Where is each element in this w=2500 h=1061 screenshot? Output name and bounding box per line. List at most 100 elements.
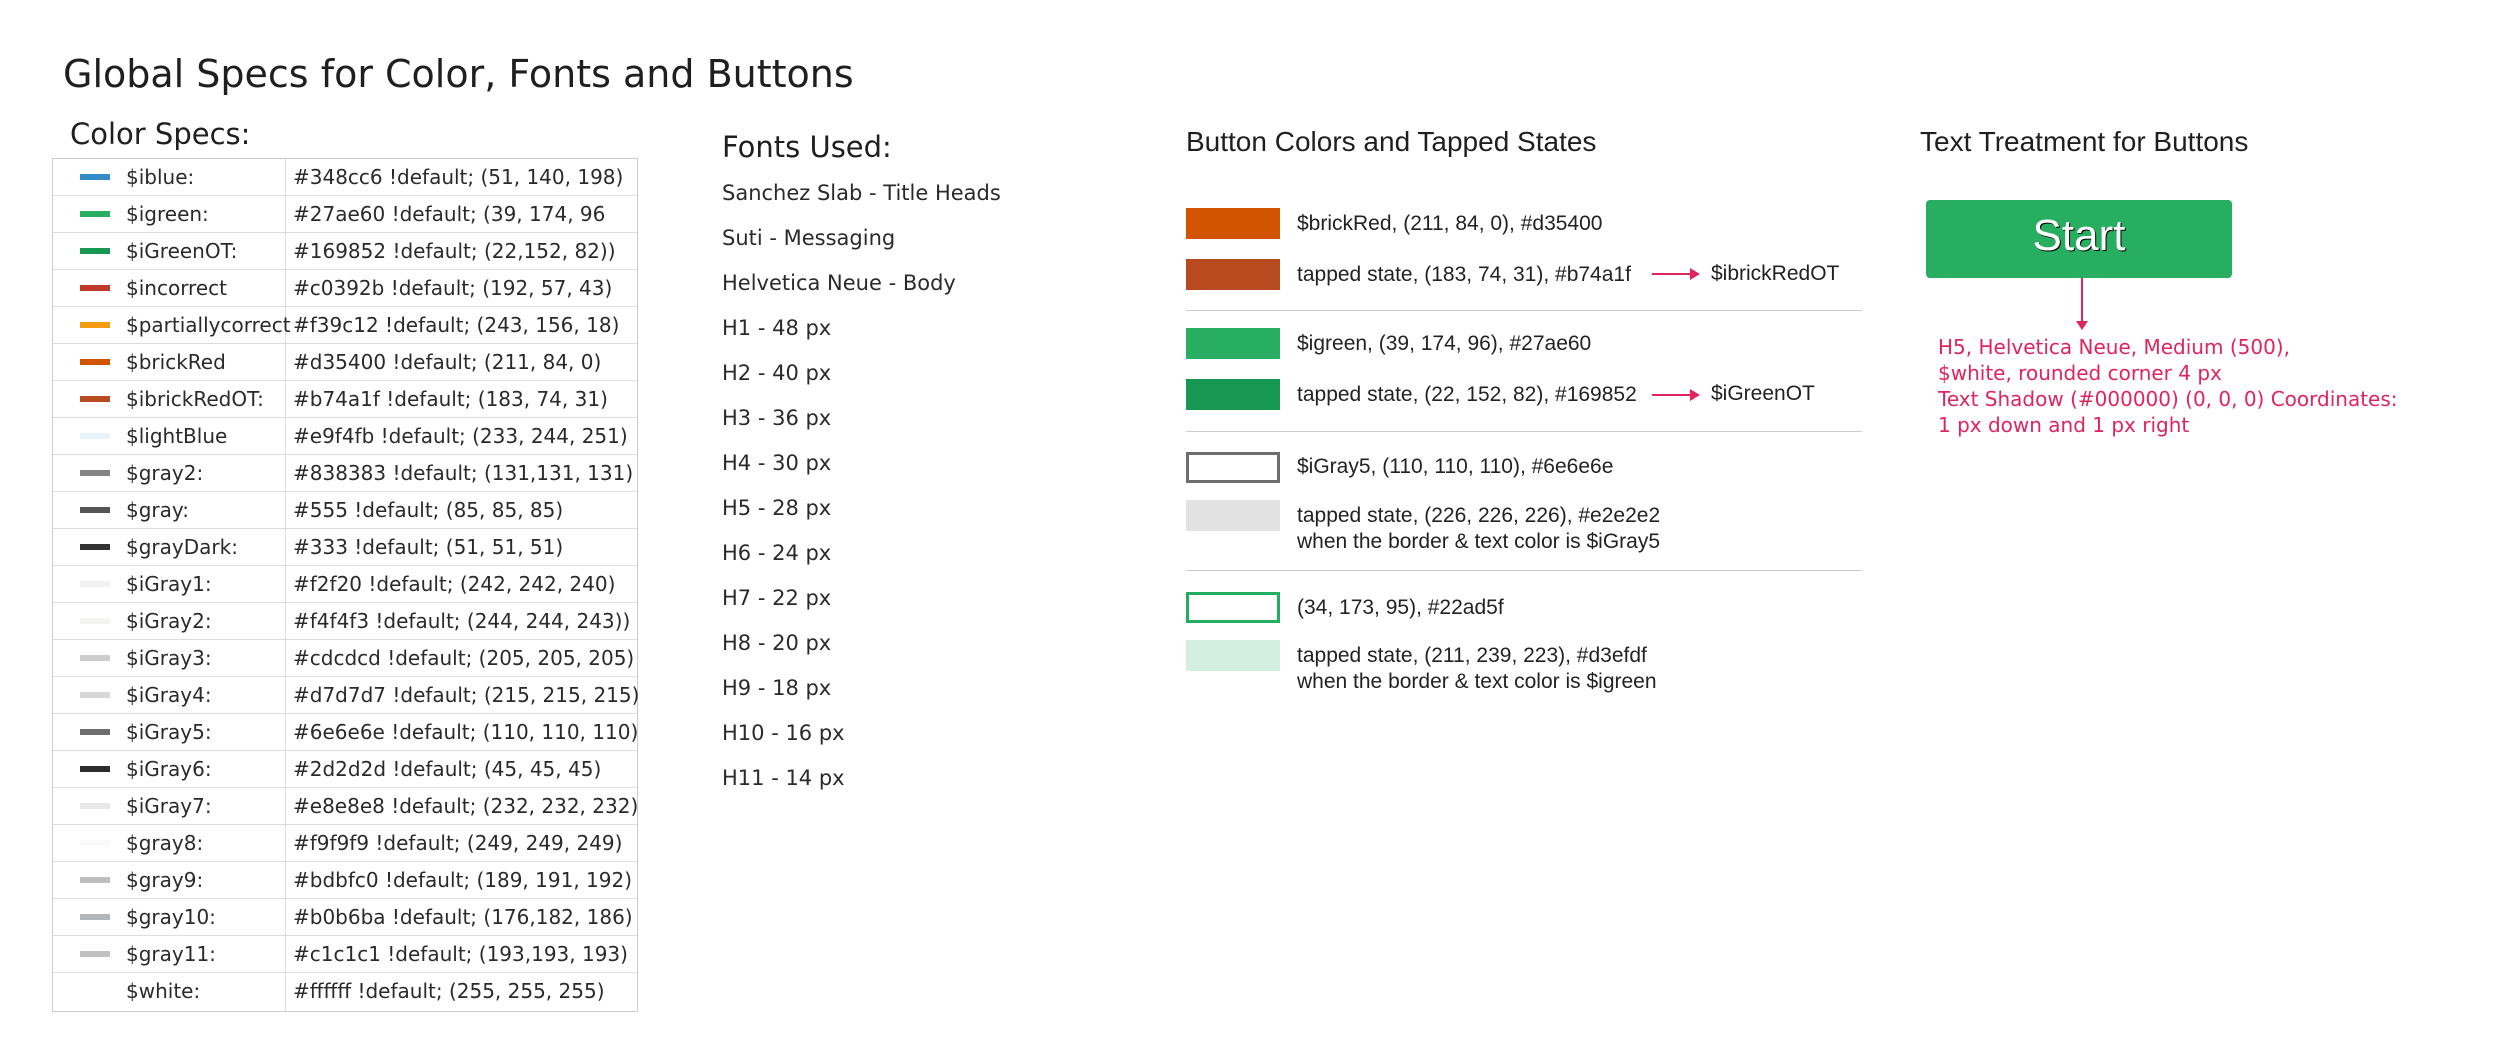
brick-red-swatch — [1186, 208, 1280, 239]
font-item: H3 - 36 px — [722, 406, 832, 430]
color-specs-heading: Color Specs: — [70, 117, 251, 151]
color-row: $iblue: #348cc6 !default; (51, 140, 198) — [53, 159, 637, 196]
color-row: $gray8: #f9f9f9 !default; (249, 249, 249) — [53, 825, 637, 862]
column-divider — [285, 455, 286, 491]
color-swatch — [80, 729, 110, 735]
color-specs-table: $iblue: #348cc6 !default; (51, 140, 198) $… — [52, 158, 640, 1012]
igray5-tapped-swatch — [1186, 500, 1280, 531]
treatment-note-4: 1 px down and 1 px right — [1938, 413, 2190, 437]
color-value: #d7d7d7 !default; (215, 215, 215) — [293, 683, 640, 707]
color-swatch — [80, 248, 110, 254]
green-outline-tapped-line2: when the border & text color is $igreen — [1297, 670, 1657, 693]
color-swatch — [80, 914, 110, 920]
page-title: Global Specs for Color, Fonts and Button… — [63, 52, 854, 96]
green-outline-tapped-swatch — [1186, 640, 1280, 671]
color-value: #b0b6ba !default; (176,182, 186) — [293, 905, 633, 929]
color-value: #169852 !default; (22,152, 82)) — [293, 239, 616, 263]
color-name: $iGray5: — [126, 720, 212, 744]
column-divider — [285, 159, 286, 195]
color-value: #f39c12 !default; (243, 156, 18) — [293, 313, 620, 337]
start-button[interactable]: Start — [1926, 200, 2232, 278]
color-swatch — [80, 618, 110, 624]
color-value: #2d2d2d !default; (45, 45, 45) — [293, 757, 602, 781]
green-outline-tapped-line1: tapped state, (211, 239, 223), #d3efdf — [1297, 644, 1647, 667]
color-row: $gray9: #bdbfc0 !default; (189, 191, 192) — [53, 862, 637, 899]
brick-red-label: $brickRed, (211, 84, 0), #d35400 — [1297, 212, 1603, 235]
color-value: #c0392b !default; (192, 57, 43) — [293, 276, 613, 300]
color-row: $gray11: #c1c1c1 !default; (193,193, 193) — [53, 936, 637, 973]
color-row: $iGreenOT: #169852 !default; (22,152, 82)… — [53, 233, 637, 270]
color-row: $iGray7: #e8e8e8 !default; (232, 232, 232… — [53, 788, 639, 825]
column-divider — [285, 566, 286, 602]
font-item: H10 - 16 px — [722, 721, 845, 745]
font-item: H8 - 20 px — [722, 631, 832, 655]
font-item: H11 - 14 px — [722, 766, 845, 790]
color-name: $incorrect — [126, 276, 227, 300]
color-name: $gray11: — [126, 942, 216, 966]
igreen-tapped-label: tapped state, (22, 152, 82), #169852 — [1297, 383, 1637, 406]
color-row: $lightBlue #e9f4fb !default; (233, 244, 2… — [53, 418, 637, 455]
color-value: #f9f9f9 !default; (249, 249, 249) — [293, 831, 623, 855]
color-name: $igreen: — [126, 202, 209, 226]
color-swatch — [80, 877, 110, 883]
igreen-tapped-name: $iGreenOT — [1711, 382, 1815, 405]
color-row: $white: #ffffff !default; (255, 255, 255) — [53, 973, 637, 1011]
color-swatch — [80, 507, 110, 513]
color-row: $gray10: #b0b6ba !default; (176,182, 186) — [53, 899, 637, 936]
color-value: #b74a1f !default; (183, 74, 31) — [293, 387, 608, 411]
color-swatch — [80, 840, 110, 846]
color-name: $lightBlue — [126, 424, 228, 448]
color-name: $iGray6: — [126, 757, 212, 781]
column-divider — [285, 677, 286, 713]
divider — [1186, 310, 1862, 311]
text-treatment-heading: Text Treatment for Buttons — [1920, 126, 2249, 157]
green-outline-label: (34, 173, 95), #22ad5f — [1297, 596, 1504, 619]
color-name: $gray: — [126, 498, 190, 522]
column-divider — [285, 788, 286, 824]
brick-red-tapped-label: tapped state, (183, 74, 31), #b74a1f — [1297, 263, 1631, 286]
color-value: #bdbfc0 !default; (189, 191, 192) — [293, 868, 633, 892]
color-swatch — [80, 174, 110, 180]
color-swatch — [80, 359, 110, 365]
color-value: #cdcdcd !default; (205, 205, 205) — [293, 646, 635, 670]
column-divider — [285, 973, 286, 1011]
igreen-tapped-swatch — [1186, 379, 1280, 410]
color-row: $ibrickRedOT: #b74a1f !default; (183, 74,… — [53, 381, 637, 418]
color-row: $gray2: #838383 !default; (131,131, 131) — [53, 455, 637, 492]
color-row: $iGray5: #6e6e6e !default; (110, 110, 110… — [53, 714, 639, 751]
color-value: #e9f4fb !default; (233, 244, 251) — [293, 424, 628, 448]
font-item: Helvetica Neue - Body — [722, 271, 956, 295]
igray5-tapped-line2: when the border & text color is $iGray5 — [1297, 530, 1661, 553]
column-divider — [285, 270, 286, 306]
color-name: $ibrickRedOT: — [126, 387, 264, 411]
green-outline-swatch — [1186, 592, 1280, 623]
color-value: #e8e8e8 !default; (232, 232, 232) — [293, 794, 639, 818]
color-value: #ffffff !default; (255, 255, 255) — [293, 979, 605, 1003]
color-swatch — [80, 692, 110, 698]
color-name: $iblue: — [126, 165, 195, 189]
fonts-heading: Fonts Used: — [722, 130, 892, 164]
font-item: H6 - 24 px — [722, 541, 832, 565]
color-value: #d35400 !default; (211, 84, 0) — [293, 350, 602, 374]
color-name: $iGreenOT: — [126, 239, 238, 263]
igreen-swatch — [1186, 328, 1280, 359]
divider — [1186, 570, 1862, 571]
treatment-note-3: Text Shadow (#000000) (0, 0, 0) Coordina… — [1938, 387, 2398, 411]
color-value: #333 !default; (51, 51, 51) — [293, 535, 564, 559]
color-value: #f2f20 !default; (242, 242, 240) — [293, 572, 616, 596]
column-divider — [285, 825, 286, 861]
font-item: Suti - Messaging — [722, 226, 896, 250]
color-name: $grayDark: — [126, 535, 238, 559]
color-name: $gray8: — [126, 831, 204, 855]
color-value: #c1c1c1 !default; (193,193, 193) — [293, 942, 628, 966]
color-row: $partiallycorrect #f39c12 !default; (243,… — [53, 307, 637, 344]
column-divider — [285, 418, 286, 454]
font-item: H2 - 40 px — [722, 361, 832, 385]
brick-red-tapped-swatch — [1186, 259, 1280, 290]
column-divider — [285, 307, 286, 343]
column-divider — [285, 603, 286, 639]
color-value: #6e6e6e !default; (110, 110, 110) — [293, 720, 639, 744]
color-name: $iGray1: — [126, 572, 212, 596]
color-swatch — [80, 766, 110, 772]
brick-red-tapped-name: $ibrickRedOT — [1711, 262, 1840, 285]
